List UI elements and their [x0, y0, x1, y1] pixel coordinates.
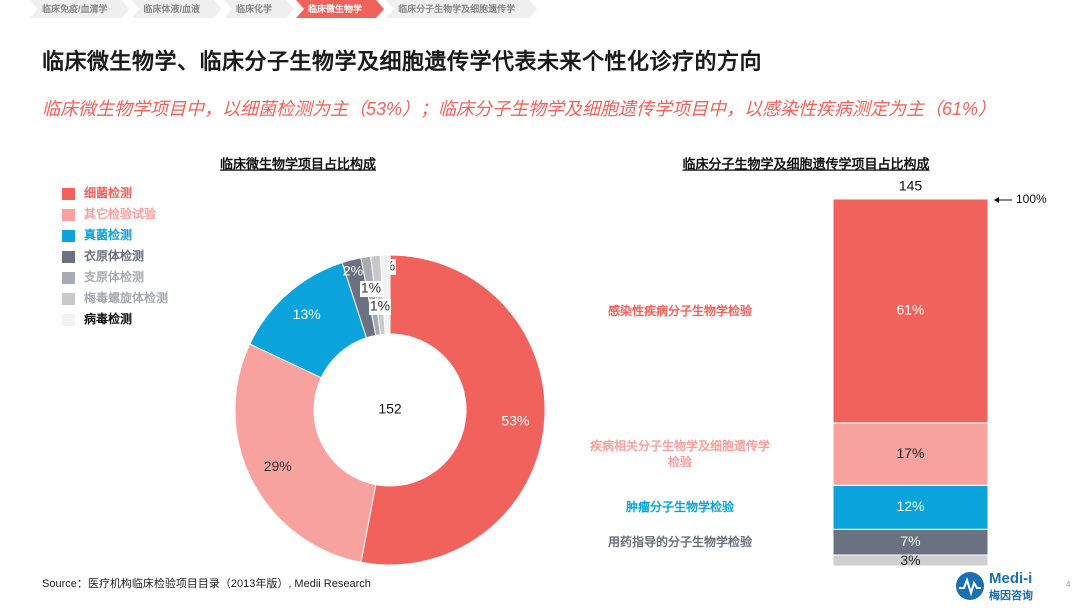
value-label: 3%	[900, 552, 920, 568]
breadcrumb-item: 临床微生物学	[296, 0, 384, 18]
source: Source：医疗机构临床检验项目目录（2013年版）, Medii Resea…	[42, 578, 371, 590]
legend-swatch	[62, 188, 75, 200]
breadcrumb-item: 临床分子生物学及细胞遗传学	[386, 0, 537, 18]
center-label: 152	[378, 401, 402, 417]
legend-swatch	[62, 209, 75, 221]
value-label: 13%	[293, 306, 321, 322]
breadcrumb-item: 临床体液/血液	[132, 0, 223, 18]
donut-slice	[360, 254, 546, 566]
page-number: 4	[1066, 580, 1071, 589]
label-box	[360, 281, 382, 297]
breadcrumb-item: 临床免疫/血清学	[30, 0, 130, 18]
logo: Medi-i 梅因咨询	[955, 570, 1055, 602]
legend-label: 衣原体检测	[84, 248, 144, 263]
legend-label: 病毒检测	[84, 311, 132, 326]
value-label: 29%	[264, 458, 292, 474]
logo-text: Medi-i	[989, 570, 1033, 587]
value-label: 17%	[896, 445, 924, 461]
legend-label: 其它检验试验	[84, 206, 157, 221]
arrow-head	[994, 197, 999, 203]
value-label: 61%	[896, 302, 924, 318]
category-label: 肿瘤分子生物学检验	[625, 500, 734, 515]
legend-label: 细菌检测	[84, 185, 132, 200]
value-label: 12%	[896, 498, 924, 514]
value-label: 1%	[370, 298, 390, 314]
logo-icon	[956, 572, 984, 600]
bar-segment	[832, 198, 989, 424]
breadcrumb: 临床免疫/血清学 临床体液/血液 临床化学 临床微生物学 临床分子生物学及细胞遗传学	[30, 0, 539, 18]
total-label: 145	[899, 178, 923, 194]
legend-swatch	[62, 272, 75, 284]
bar-segment	[832, 528, 989, 556]
chart-title: 临床微生物学项目占比构成	[220, 156, 376, 171]
category-label: 用药指导的分子生物学检验	[607, 535, 752, 550]
category-label: 感染性疾病分子生物学检验	[607, 303, 752, 318]
legend-label: 支原体检测	[83, 269, 144, 284]
title: 临床微生物学、临床分子生物学及细胞遗传学代表未来个性化诊疗的方向	[42, 49, 763, 74]
chart-title: 临床分子生物学及细胞遗传学项目占比构成	[682, 156, 929, 171]
bar-segment	[832, 422, 989, 486]
legend-swatch	[62, 230, 75, 242]
breadcrumb-item: 临床化学	[224, 0, 294, 18]
logo-cn: 梅因咨询	[989, 590, 1033, 602]
label-box	[369, 299, 391, 315]
value-label: 1%	[361, 280, 381, 296]
legend-swatch	[62, 251, 75, 263]
value-label: 2%	[343, 263, 363, 279]
value-label: 53%	[501, 413, 529, 429]
donut-slice	[234, 343, 377, 563]
legend-label: 梅毒螺旋体检测	[84, 290, 168, 305]
legend-swatch	[62, 314, 75, 326]
legend-swatch	[62, 293, 75, 305]
value-label: 7%	[900, 533, 920, 549]
legend-label: 真菌检测	[84, 227, 132, 242]
category-label: 疾病相关分子生物学及细胞遗传学检验	[589, 439, 770, 470]
subtitle: 临床微生物学项目中，以细菌检测为主（53%）；临床分子生物学及细胞遗传学项目中，…	[42, 99, 997, 119]
annotation: 100%	[1016, 192, 1047, 206]
